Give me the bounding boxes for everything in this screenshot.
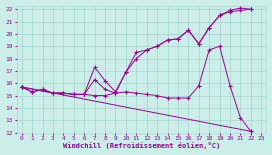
X-axis label: Windchill (Refroidissement éolien,°C): Windchill (Refroidissement éolien,°C) xyxy=(63,142,220,149)
